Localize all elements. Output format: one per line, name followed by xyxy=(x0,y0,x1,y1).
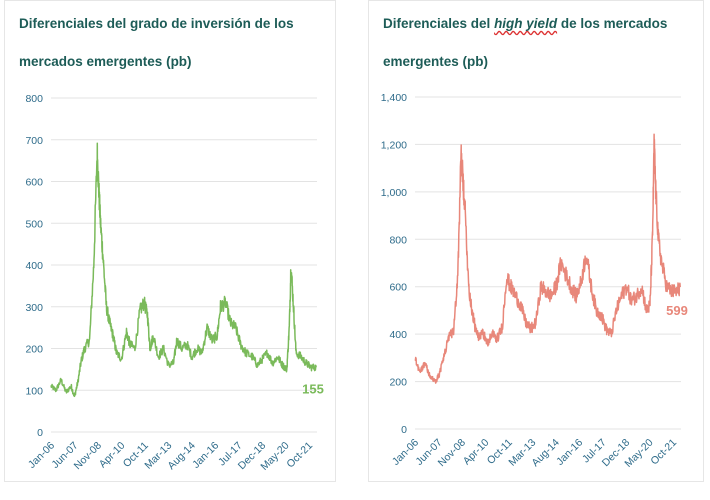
end-value-label: 599 xyxy=(666,303,688,318)
y-tick-label: 0 xyxy=(37,427,43,439)
chart-panel-high-yield: Diferenciales del high yield de los merc… xyxy=(368,0,704,482)
x-tick-label: Apr-10 xyxy=(97,440,128,471)
y-tick-label: 200 xyxy=(389,377,407,389)
y-tick-label: 700 xyxy=(25,135,43,147)
y-tick-label: 400 xyxy=(25,260,43,272)
series-line xyxy=(414,133,681,384)
chart-title: Diferenciales del high yield de los merc… xyxy=(383,5,695,81)
y-tick-label: 500 xyxy=(25,218,43,230)
y-tick-label: 600 xyxy=(25,177,43,189)
y-tick-label: 1,400 xyxy=(381,92,407,104)
title-part: Diferenciales del xyxy=(383,16,495,31)
y-tick-label: 800 xyxy=(25,93,43,105)
y-tick-label: 600 xyxy=(389,282,407,294)
title-part: de los mercados emergentes (pb) xyxy=(383,16,668,69)
y-tick-label: 0 xyxy=(401,424,407,436)
y-tick-label: 800 xyxy=(389,234,407,246)
chart-investment-grade: 0100200300400500600700800Jan-06Jun-07Nov… xyxy=(25,93,324,473)
chart-panel-investment-grade: Diferenciales del grado de inversión de … xyxy=(4,0,336,482)
title-part-emphasis: high yield xyxy=(494,16,558,31)
y-tick-label: 200 xyxy=(25,344,43,356)
x-tick-label: Jan-16 xyxy=(190,440,221,471)
y-tick-label: 100 xyxy=(25,385,43,397)
x-tick-label: Jan-16 xyxy=(554,437,585,468)
series-line xyxy=(50,142,317,398)
y-tick-label: 1,000 xyxy=(381,187,407,199)
x-tick-label: Oct-21 xyxy=(284,440,315,471)
y-tick-label: 400 xyxy=(389,329,407,341)
x-tick-label: Apr-10 xyxy=(461,437,492,468)
y-tick-label: 1,200 xyxy=(381,139,407,151)
end-value-label: 155 xyxy=(302,381,324,396)
y-tick-label: 300 xyxy=(25,302,43,314)
chart-title: Diferenciales del grado de inversión de … xyxy=(19,16,294,69)
x-tick-label: Oct-21 xyxy=(648,437,679,468)
chart-high-yield: 02004006008001,0001,2001,400Jan-06Jun-07… xyxy=(381,92,688,470)
